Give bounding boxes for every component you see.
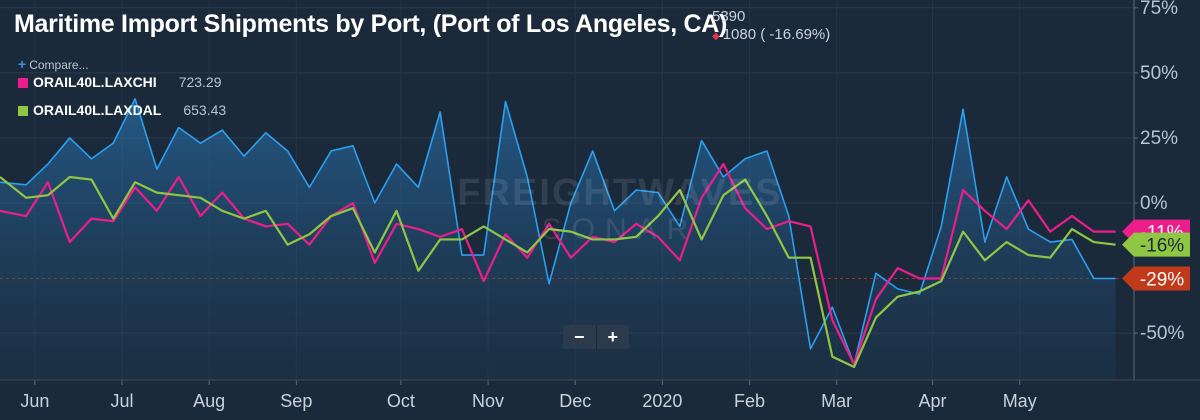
legend-name-laxdal: ORAIL40L.LAXDAL bbox=[33, 102, 162, 118]
legend-swatch-laxchi bbox=[18, 78, 28, 88]
legend-swatch-laxdal bbox=[18, 106, 28, 116]
x-tick-label: Aug bbox=[193, 391, 225, 411]
legend-item-laxdal[interactable]: ORAIL40L.LAXDAL 653.43 bbox=[18, 102, 226, 118]
current-value: 5390 bbox=[712, 8, 746, 25]
y-tick-label: -50% bbox=[1140, 323, 1184, 344]
compare-label: Compare... bbox=[29, 58, 89, 72]
axes: 75% 50% 25% 0% -50% Jun Jul Aug Sep Oct Nov Dec 2020… bbox=[0, 0, 1200, 411]
watermark: FREIGHTWAVES SONAR bbox=[420, 172, 820, 247]
value-tag-shape bbox=[1122, 232, 1190, 257]
legend-name-laxchi: ORAIL40L.LAXCHI bbox=[33, 74, 157, 90]
last-value-tags: -29%-11%-16% bbox=[1122, 219, 1190, 291]
y-tick-label: 25% bbox=[1140, 128, 1178, 149]
value-tag-shape bbox=[1122, 266, 1190, 291]
value-tag-label: -29% bbox=[1140, 269, 1184, 290]
watermark-line1: FREIGHTWAVES bbox=[457, 172, 783, 214]
zoom-out-button[interactable]: − bbox=[573, 327, 585, 347]
x-tick-label: Feb bbox=[734, 391, 765, 411]
change-readout: ◆ 1080 ( -16.69%) bbox=[712, 26, 830, 43]
zoom-in-button[interactable]: + bbox=[595, 325, 630, 349]
plus-icon: + bbox=[18, 56, 27, 72]
series-lines bbox=[0, 98, 1116, 369]
x-tick-label: Nov bbox=[472, 391, 504, 411]
main-series-fill bbox=[0, 98, 1116, 380]
zoom-controls: − + bbox=[563, 325, 629, 349]
x-tick-label: Sep bbox=[280, 391, 312, 411]
x-tick-label: Jul bbox=[111, 391, 134, 411]
value-tag-label: -16% bbox=[1140, 236, 1184, 257]
watermark-line2: SONAR bbox=[541, 213, 699, 246]
x-tick-label: Dec bbox=[559, 391, 591, 411]
main-series-area bbox=[0, 98, 1116, 380]
y-tick-label: 0% bbox=[1140, 193, 1168, 214]
x-tick-label: Oct bbox=[387, 391, 415, 411]
x-tick-label: 2020 bbox=[642, 391, 682, 411]
legend-value-laxchi: 723.29 bbox=[178, 74, 222, 90]
x-tick-label: Apr bbox=[919, 391, 947, 411]
change-value: 1080 ( -16.69%) bbox=[722, 26, 831, 43]
chart-title: Maritime Import Shipments by Port, (Port… bbox=[14, 10, 728, 38]
legend-item-laxchi[interactable]: ORAIL40L.LAXCHI 723.29 bbox=[18, 74, 222, 90]
compare-button[interactable]: + Compare... bbox=[18, 56, 89, 72]
series-line-laxdal bbox=[0, 175, 1116, 369]
value-tag-main: -29% bbox=[1122, 266, 1190, 291]
series-line-main bbox=[0, 98, 1116, 366]
x-tick-label: Mar bbox=[821, 391, 852, 411]
x-tick-label: May bbox=[1003, 391, 1037, 411]
y-tick-label: 75% bbox=[1140, 0, 1178, 19]
x-tick-label: Jun bbox=[20, 391, 49, 411]
y-tick-label: 50% bbox=[1140, 63, 1178, 84]
value-tag-laxdal: -16% bbox=[1122, 232, 1190, 257]
down-arrow-icon: ◆ bbox=[712, 31, 720, 42]
legend-value-laxdal: 653.43 bbox=[183, 102, 227, 118]
